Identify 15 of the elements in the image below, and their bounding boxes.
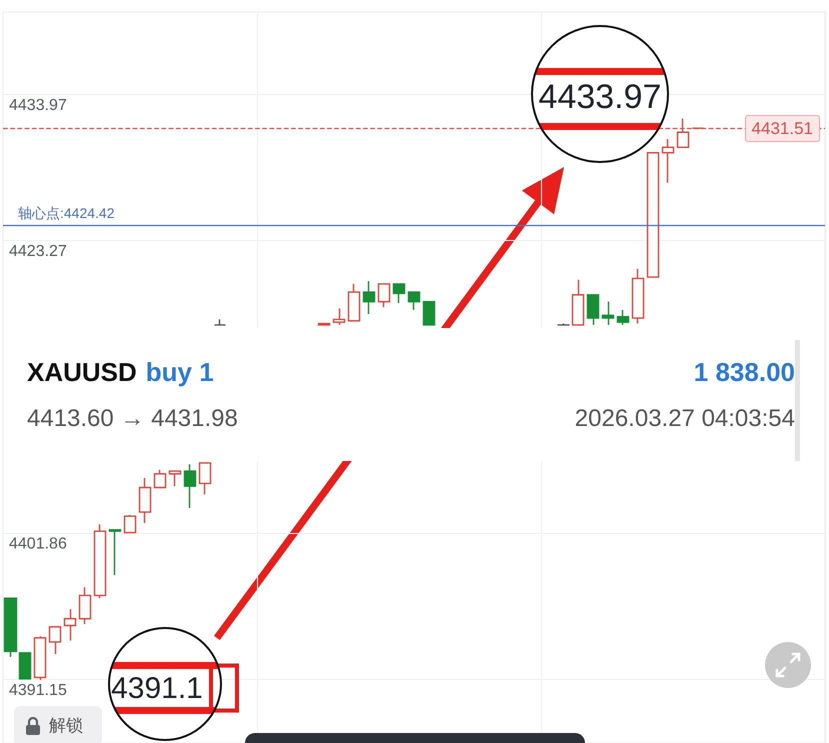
ref-line-label: 4431.51 (744, 114, 820, 142)
annotation: 4413.60 → 4431.98 (27, 404, 238, 434)
annotation: buy 1 (146, 357, 214, 387)
annotation: 1 838.00 (694, 357, 795, 387)
y-tick-label: 4401.86 (9, 536, 67, 553)
annotation: 4433.97 (538, 76, 662, 118)
y-tick-label: 4391.15 (9, 682, 67, 699)
y-tick-label: 4423.27 (9, 243, 67, 260)
unlock-button: 解锁 (14, 706, 102, 743)
annotation: 4391.1 (110, 671, 204, 707)
annotation: XAUUSD (27, 357, 137, 387)
annotation: 解锁 (49, 716, 83, 736)
y-tick-label: 4433.97 (9, 96, 67, 114)
annotation: 2026.03.27 04:03:54 (574, 404, 795, 434)
ref-line-label: 轴心点:4424.42 (18, 204, 114, 221)
